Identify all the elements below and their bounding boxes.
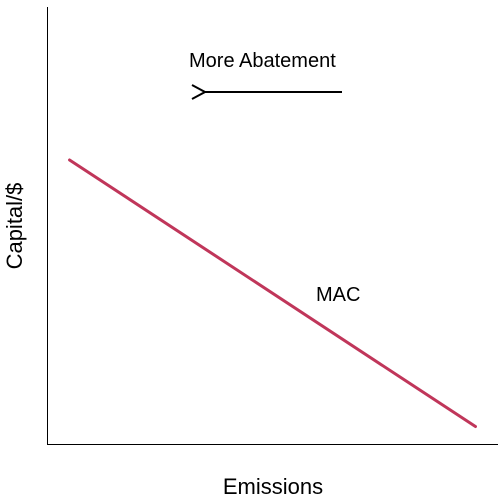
x-axis-label: Emissions <box>223 474 323 499</box>
annotation-more-abatement: More Abatement <box>189 50 336 72</box>
series-label-mac: MAC <box>316 284 360 306</box>
y-axis-label: Capital/$ <box>2 183 27 270</box>
series-line-mac <box>68 158 477 429</box>
